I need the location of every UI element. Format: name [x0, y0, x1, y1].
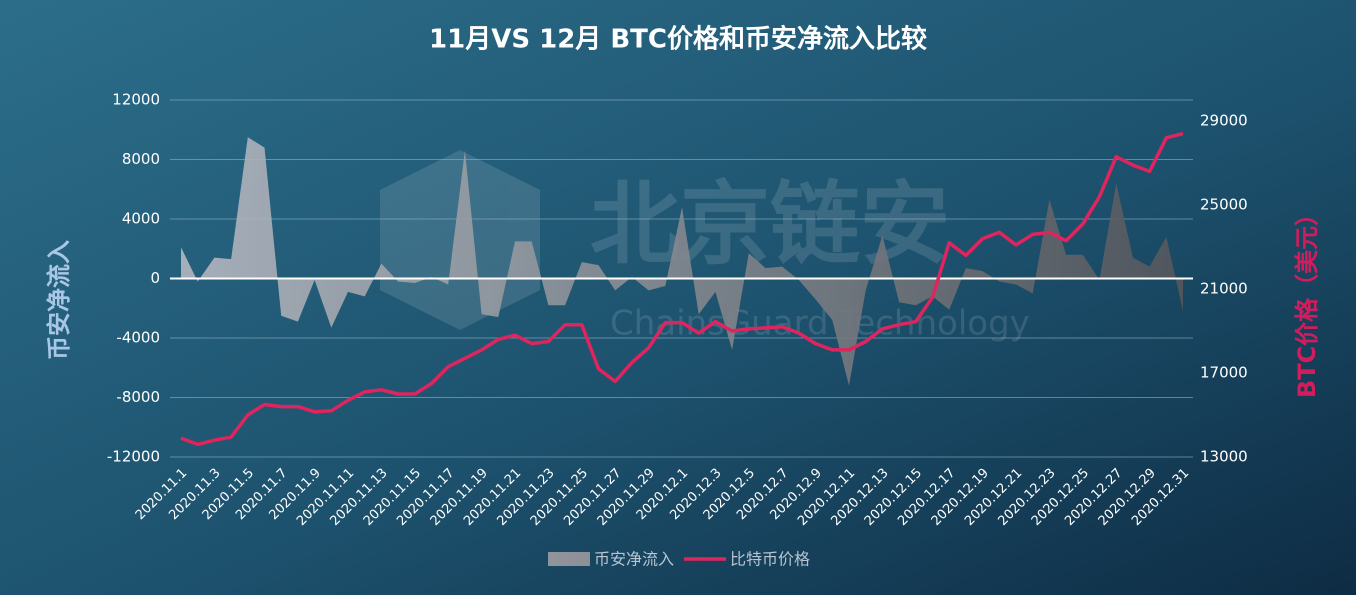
- y-axis-label: 币安净流入: [45, 240, 73, 360]
- y2-tick-label: 25000: [1200, 196, 1248, 214]
- y-tick-label: 12000: [112, 91, 160, 109]
- y-tick-label: -4000: [116, 329, 160, 347]
- y2-tick-label: 29000: [1200, 112, 1248, 130]
- area: [181, 137, 1183, 386]
- y2-axis-label: BTC价格（美元）: [1293, 202, 1321, 398]
- y-tick-label: 8000: [122, 150, 160, 168]
- y2-tick-label: 17000: [1200, 364, 1248, 382]
- y-tick-label: 0: [150, 269, 160, 287]
- watermark-text: 北京链安: [590, 172, 950, 277]
- legend-label: 币安净流入: [594, 550, 674, 569]
- chart-title: 11月VS 12月 BTC价格和币安净流入比较: [429, 24, 927, 55]
- y-tick-label: 4000: [122, 210, 160, 228]
- y-tick-label: -12000: [107, 448, 160, 466]
- legend-label: 比特币价格: [730, 550, 810, 569]
- y-tick-label: -8000: [116, 388, 160, 406]
- y2-tick-label: 21000: [1200, 280, 1248, 298]
- line: [180, 131, 1184, 447]
- watermark: 北京链安 ChainsGuard Technology: [380, 150, 1030, 344]
- legend-swatch: [548, 552, 590, 566]
- y2-tick-label: 13000: [1200, 448, 1248, 466]
